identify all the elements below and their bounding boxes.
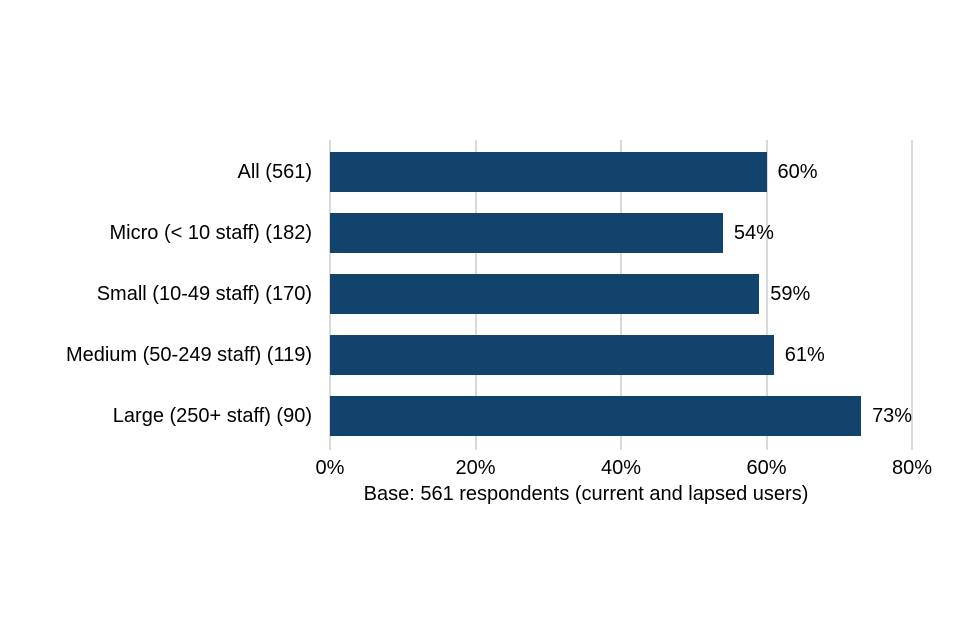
x-axis-tick-label: 0% — [315, 457, 345, 479]
axis-caption: Base: 561 respondents (current and lapse… — [363, 483, 809, 505]
bar — [330, 335, 774, 375]
category-label: Large (250+ staff) (90) — [112, 405, 312, 427]
gridline — [765, 140, 768, 450]
value-label: 73% — [872, 405, 913, 427]
x-axis-tick-label: 60% — [746, 457, 787, 479]
bar — [330, 152, 767, 192]
category-label: Medium (50-249 staff) (119) — [65, 344, 312, 366]
x-axis-tick-label: 80% — [891, 457, 933, 479]
value-label: 60% — [777, 161, 818, 183]
value-label: 54% — [733, 222, 774, 244]
bar — [330, 213, 723, 253]
bar — [330, 396, 862, 436]
x-axis-tick-label: 40% — [600, 457, 642, 479]
value-label: 61% — [784, 344, 825, 366]
category-label: All (561) — [237, 161, 312, 183]
x-axis-tick-label: 20% — [455, 457, 496, 479]
value-label: 59% — [770, 283, 811, 305]
gridline — [911, 140, 913, 450]
bar — [330, 274, 760, 314]
category-label: Small (10-49 staff) (170) — [96, 283, 312, 305]
category-label: Micro (< 10 staff) (182) — [109, 222, 312, 244]
